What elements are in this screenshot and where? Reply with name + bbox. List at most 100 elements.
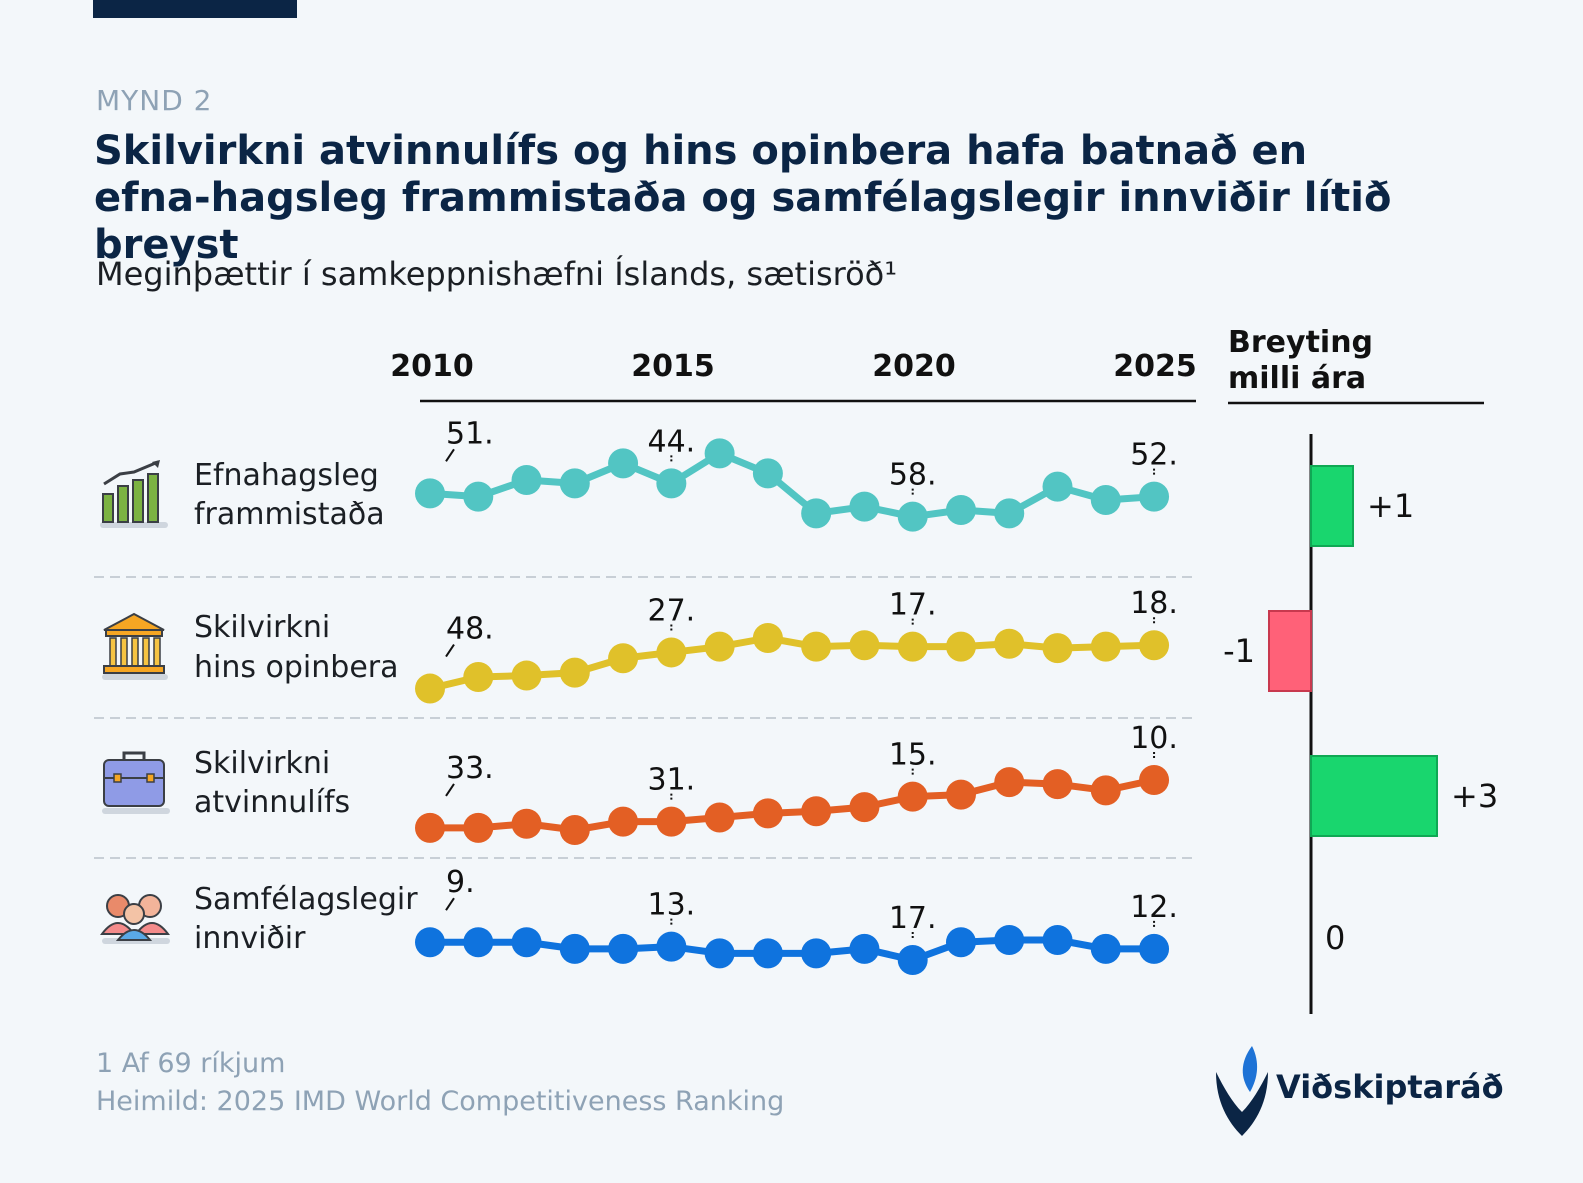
data-point [704,631,735,662]
data-point [608,643,639,674]
data-point [849,491,880,522]
data-point [463,927,494,958]
briefcase-icon [102,751,170,814]
data-point [1139,630,1170,661]
data-label: 18. [1130,586,1178,621]
data-point [656,806,687,837]
data-point [1139,933,1170,964]
series-line [430,936,1155,964]
data-point [511,927,542,958]
people-group-icon [100,894,170,944]
row-label-line2: frammistaða [194,497,385,532]
row-separators [94,576,1196,859]
label-leader [445,644,455,658]
data-point [1090,933,1121,964]
row-label-line1: Efnahagsleg [194,458,379,493]
data-point [897,781,928,812]
data-point [656,931,687,962]
data-point [994,767,1025,798]
data-label: 10. [1130,721,1178,756]
data-point [415,673,445,704]
data-point [656,637,687,668]
data-point [415,812,445,843]
data-point [415,927,445,958]
data-label: 44. [647,424,695,459]
data-label: 13. [647,888,695,923]
x-tick-label: 2010 [390,349,474,384]
government-building-icon [102,612,168,680]
data-point [559,468,590,499]
data-label: 48. [446,612,494,647]
series-line [429,449,1155,521]
data-point [608,806,639,837]
change-header: Breyting milli ára [1228,325,1484,405]
data-point [559,657,590,688]
series-3: 33. 31. 15. 10. [415,721,1178,845]
change-bars: +1 -1 +3 0 [1223,434,1498,1014]
chart-subtitle: Meginþættir í samkeppnishæfni Íslands, s… [96,255,898,293]
data-label: 12. [1130,890,1178,925]
row-label-line1: Samfélagslegir [194,882,418,917]
row-label-line1: Skilvirkni [194,746,330,781]
data-point [801,796,832,827]
data-label: 52. [1130,438,1178,473]
brand-logo-icon [1216,1046,1268,1136]
data-point [945,927,976,958]
change-label: +1 [1367,487,1414,525]
data-point [704,938,735,969]
data-point [608,448,639,479]
row-label-line1: Skilvirkni [194,610,330,645]
data-point [994,498,1025,529]
data-point [704,438,735,469]
data-point [704,802,735,833]
x-axis-header: 2010 2015 2020 2025 [390,349,1197,403]
data-point [801,631,832,662]
label-leader [445,897,455,911]
data-point [1090,775,1121,806]
row-label-line2: innviðir [194,921,306,956]
figure-label: MYND 2 [96,84,213,117]
data-label: 27. [647,593,695,628]
data-label: 51. [446,416,494,451]
data-point [415,478,445,509]
data-point [1139,481,1170,512]
series-2: 48. 27. 17. 18. [415,586,1178,704]
data-label: 17. [889,901,937,936]
series-line [430,776,1155,834]
series-4: 9. 13. 17. 12. [415,865,1178,975]
data-point [994,925,1025,955]
data-point [1042,633,1073,664]
data-point [752,623,783,653]
brand-name: Viðskiptaráð [1276,1068,1504,1106]
data-point [849,630,880,661]
change-bar [1310,755,1438,837]
data-point [801,498,832,529]
x-tick-label: 2025 [1113,349,1197,384]
data-point [1090,631,1121,662]
data-point [752,458,783,489]
data-point [801,938,832,969]
change-header-line1: Breyting [1228,325,1373,360]
data-label: 31. [647,763,695,798]
data-point [897,631,928,662]
data-point [945,631,976,662]
x-tick-label: 2015 [631,349,715,384]
row-labels: Efnahagsleg frammistaða Skilvirkni hins … [194,458,418,956]
footnote-note: 1 Af 69 ríkjum [96,1048,286,1079]
data-point [752,798,783,829]
data-point [511,660,542,691]
data-point [656,468,687,499]
data-label: 33. [446,751,494,786]
rank-line-chart: 2010 2015 2020 2025 Breyting milli ára E… [94,325,1498,1014]
bar-chart-growth-icon [100,460,168,528]
series-1: 51. 44. 58. 52. [415,416,1178,532]
change-header-line2: milli ára [1228,361,1366,396]
change-bar [1268,610,1312,692]
data-point [463,481,494,512]
footnote-source: Heimild: 2025 IMD World Competitiveness … [96,1086,785,1117]
data-point [752,938,783,969]
data-point [511,465,542,495]
data-point [1042,925,1073,955]
change-label: +3 [1451,777,1498,815]
data-point [1090,485,1121,515]
